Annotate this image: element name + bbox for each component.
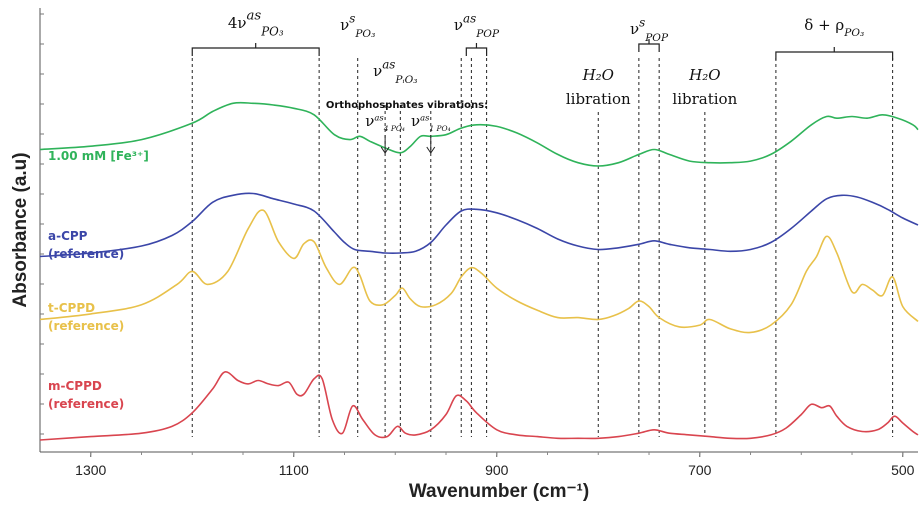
x-axis-title: Wavenumber (cm⁻¹) [409,481,589,502]
annotation-label-6-line2: libration [566,90,631,108]
annotation-brace-0 [191,43,320,56]
series-label-3: (reference) [48,397,124,411]
annotation-label-7: H₂O [688,66,720,84]
annotation-brace-3 [638,39,660,52]
annotation-label-2: νasPOP [454,11,500,39]
x-tick-label-500: 500 [891,462,915,478]
brace-line [191,47,320,56]
series-line-1 [39,192,919,258]
annotation-label-0: 4νasPO₃ [228,8,284,38]
ortho-arrowhead-1 [426,146,436,154]
x-tick-label-700: 700 [688,462,712,478]
series-label-1: (reference) [48,247,124,261]
annotation-brace-2 [465,43,488,56]
plot-frame [39,8,918,453]
ortho-band-label-0: νas4 PO₄ [365,112,405,133]
annotation-label-3: νsPOP [630,15,669,43]
series-group [39,101,919,441]
series-line-0 [39,101,919,167]
brace-line [638,43,660,52]
ortho-band-label-1: νas1 PO₄ [411,112,451,133]
vertical-markers [191,58,894,437]
annotation-label-1: νsPO₃ [340,11,375,39]
y-axis-title: Absorbance (a.u) [10,152,31,307]
annotation-label-5: νasPᵢO₃ [373,57,417,85]
annotation-label-7-line2: libration [672,90,737,108]
brace-line [465,47,488,56]
series-label-2: t-CPPD [48,301,95,315]
ortho-title: Orthophosphates vibrations: [326,100,488,111]
annotation-label-4: δ + ρPO₃ [804,16,864,39]
series-label-1: a-CPP [48,229,88,243]
series-line-3 [39,371,919,441]
series-line-2 [39,209,919,334]
x-tick-label-1300: 1300 [75,462,106,478]
annotation-brace-4 [775,47,894,60]
series-label-3: m-CPPD [48,379,102,393]
x-tick-label-1100: 1100 [279,462,309,478]
annotation-label-6: H₂O [582,66,614,84]
x-tick-label-900: 900 [485,462,509,478]
brace-line [775,51,894,60]
series-labels: 1.00 mM [Fe³⁺] a-CPP (reference) t-CPPD (ref… [48,149,149,411]
band-annotations: 4νasPO₃ νsPO₃ νasPOP νsPOP δ + ρPO₃ νasPᵢO₃ H₂… [191,8,894,154]
axes: 1300 1100 900 700 500 Wavenumber (cm⁻¹) Absorb… [10,152,915,502]
series-label-2: (reference) [48,319,124,333]
series-label-0: 1.00 mM [Fe³⁺] [48,149,149,163]
ortho-arrowhead-0 [380,146,390,154]
